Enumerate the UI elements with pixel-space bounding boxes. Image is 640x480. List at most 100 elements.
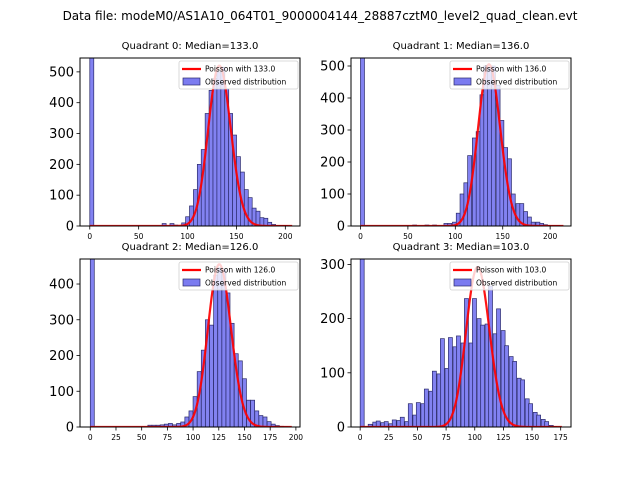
histogram-bar	[415, 402, 421, 427]
x-tick-label: 100	[186, 433, 201, 442]
y-tick-label: 100	[49, 385, 74, 400]
legend-label-observed: Observed distribution	[476, 78, 557, 87]
poisson-curve	[90, 263, 292, 427]
legend: Poisson with 126.0 Observed distribution	[178, 261, 299, 291]
y-tick-label: 500	[320, 60, 345, 75]
x-tick-label: 200	[278, 232, 293, 241]
histogram-bar	[221, 269, 227, 427]
x-tick-label: 75	[163, 433, 173, 442]
x-tick-label: 100	[180, 232, 195, 241]
legend: Poisson with 103.0 Observed distribution	[449, 261, 570, 291]
legend-box	[449, 261, 570, 291]
x-tick-label: 150	[525, 433, 540, 442]
legend-label-observed: Observed distribution	[205, 279, 286, 288]
legend-bar-swatch	[453, 278, 472, 287]
y-tick-label: 400	[320, 92, 345, 107]
subplot-title: Quadrant 2: Median=126.0	[122, 242, 259, 253]
x-tick-label: 150	[496, 232, 511, 241]
histogram-bar	[483, 65, 489, 226]
x-tick-label: 0	[87, 232, 92, 241]
subplot-quadrant-3: 0 100 200 300 0 25 50 75 100 125 150 175 Quadrant 3:…	[320, 242, 572, 442]
x-tick-label: 0	[358, 433, 363, 442]
histogram-bar	[217, 267, 223, 427]
histogram-bar	[89, 58, 95, 226]
x-tick-label: 125	[212, 433, 227, 442]
y-tick-label: 300	[49, 313, 74, 328]
legend-label-poisson: Poisson with 103.0	[476, 266, 546, 275]
x-tick-label: 50	[134, 232, 144, 241]
legend-label-observed: Observed distribution	[476, 279, 557, 288]
legend-box	[178, 261, 299, 291]
legend-label-poisson: Poisson with 136.0	[476, 65, 546, 74]
legend-label-observed: Observed distribution	[205, 78, 286, 87]
x-tick-label: 125	[496, 433, 511, 442]
y-tick-label: 200	[320, 156, 345, 171]
y-tick-label: 400	[49, 96, 74, 111]
histogram-bar	[496, 308, 501, 427]
histogram-bar	[520, 379, 525, 427]
histogram-bar	[407, 403, 413, 427]
histogram-bar	[89, 259, 95, 427]
x-tick-label: 50	[413, 433, 423, 442]
histogram-bar	[536, 414, 541, 427]
histogram-bar	[487, 67, 492, 226]
histogram-bar	[528, 403, 533, 427]
x-tick-label: 100	[468, 433, 483, 442]
subplot-quadrant-1: 0 100 200 300 400 500 0 50 100 150 200 Quadrant 1: …	[320, 41, 572, 241]
y-tick-label: 0	[337, 220, 345, 235]
histogram-bar	[367, 423, 373, 427]
subplot-title: Quadrant 1: Median=136.0	[393, 41, 530, 52]
x-tick-label: 25	[111, 433, 121, 442]
x-tick-label: 175	[554, 433, 569, 442]
histogram-bar	[209, 324, 214, 427]
histogram-bar	[246, 399, 251, 427]
legend-bar-swatch	[453, 77, 472, 86]
subplot-quadrant-0: 0 100 200 300 400 500 0 50 100 150 200 Quadrant 0: …	[49, 41, 301, 241]
subplot-title: Quadrant 3: Median=103.0	[393, 242, 530, 253]
plot-area	[89, 58, 293, 226]
y-tick-label: 200	[49, 349, 74, 364]
histogram-bar	[423, 388, 429, 427]
histogram-bar	[512, 361, 517, 427]
histogram-bar	[243, 189, 249, 226]
y-tick-label: 100	[320, 366, 345, 381]
x-tick-label: 200	[289, 433, 304, 442]
x-tick-label: 0	[358, 232, 363, 241]
axes-frame	[79, 258, 301, 428]
y-tick-label: 400	[49, 278, 74, 293]
histogram-bar	[464, 298, 469, 427]
histogram-bar	[212, 78, 218, 226]
histogram-bar	[432, 370, 437, 427]
histogram-bar	[391, 419, 397, 427]
legend-box	[178, 60, 299, 90]
y-tick-label: 0	[66, 421, 74, 436]
legend-bar-swatch	[182, 278, 201, 287]
histogram-bar	[440, 338, 445, 427]
legend-bar-swatch	[182, 77, 201, 86]
poisson-curve	[89, 64, 293, 226]
legend: Poisson with 136.0 Observed distribution	[449, 60, 570, 90]
x-tick-label: 0	[88, 433, 93, 442]
y-tick-label: 200	[320, 312, 345, 327]
y-tick-label: 500	[49, 65, 74, 80]
histogram-bar	[360, 58, 365, 226]
y-tick-label: 100	[49, 189, 74, 204]
y-tick-label: 100	[320, 188, 345, 203]
x-tick-label: 75	[441, 433, 451, 442]
y-tick-label: 0	[66, 220, 74, 235]
legend-label-poisson: Poisson with 126.0	[205, 266, 275, 275]
x-tick-label: 100	[448, 232, 463, 241]
legend: Poisson with 133.0 Observed distribution	[178, 60, 299, 90]
y-tick-label: 200	[49, 158, 74, 173]
figure-suptitle: Data file: modeM0/AS1A10_064T01_90000041…	[62, 9, 578, 23]
x-tick-label: 150	[237, 433, 252, 442]
y-tick-label: 300	[320, 258, 345, 273]
subplot-quadrant-2: 0 100 200 300 400 0 25 50 75 100 125 150 175 200 Quadr…	[49, 242, 303, 442]
x-tick-label: 150	[229, 232, 244, 241]
subplot-title: Quadrant 0: Median=133.0	[122, 41, 259, 52]
histogram-bar	[399, 416, 405, 427]
histogram-bar	[213, 274, 218, 427]
histogram-bar	[262, 416, 268, 427]
plot-area	[360, 58, 564, 226]
